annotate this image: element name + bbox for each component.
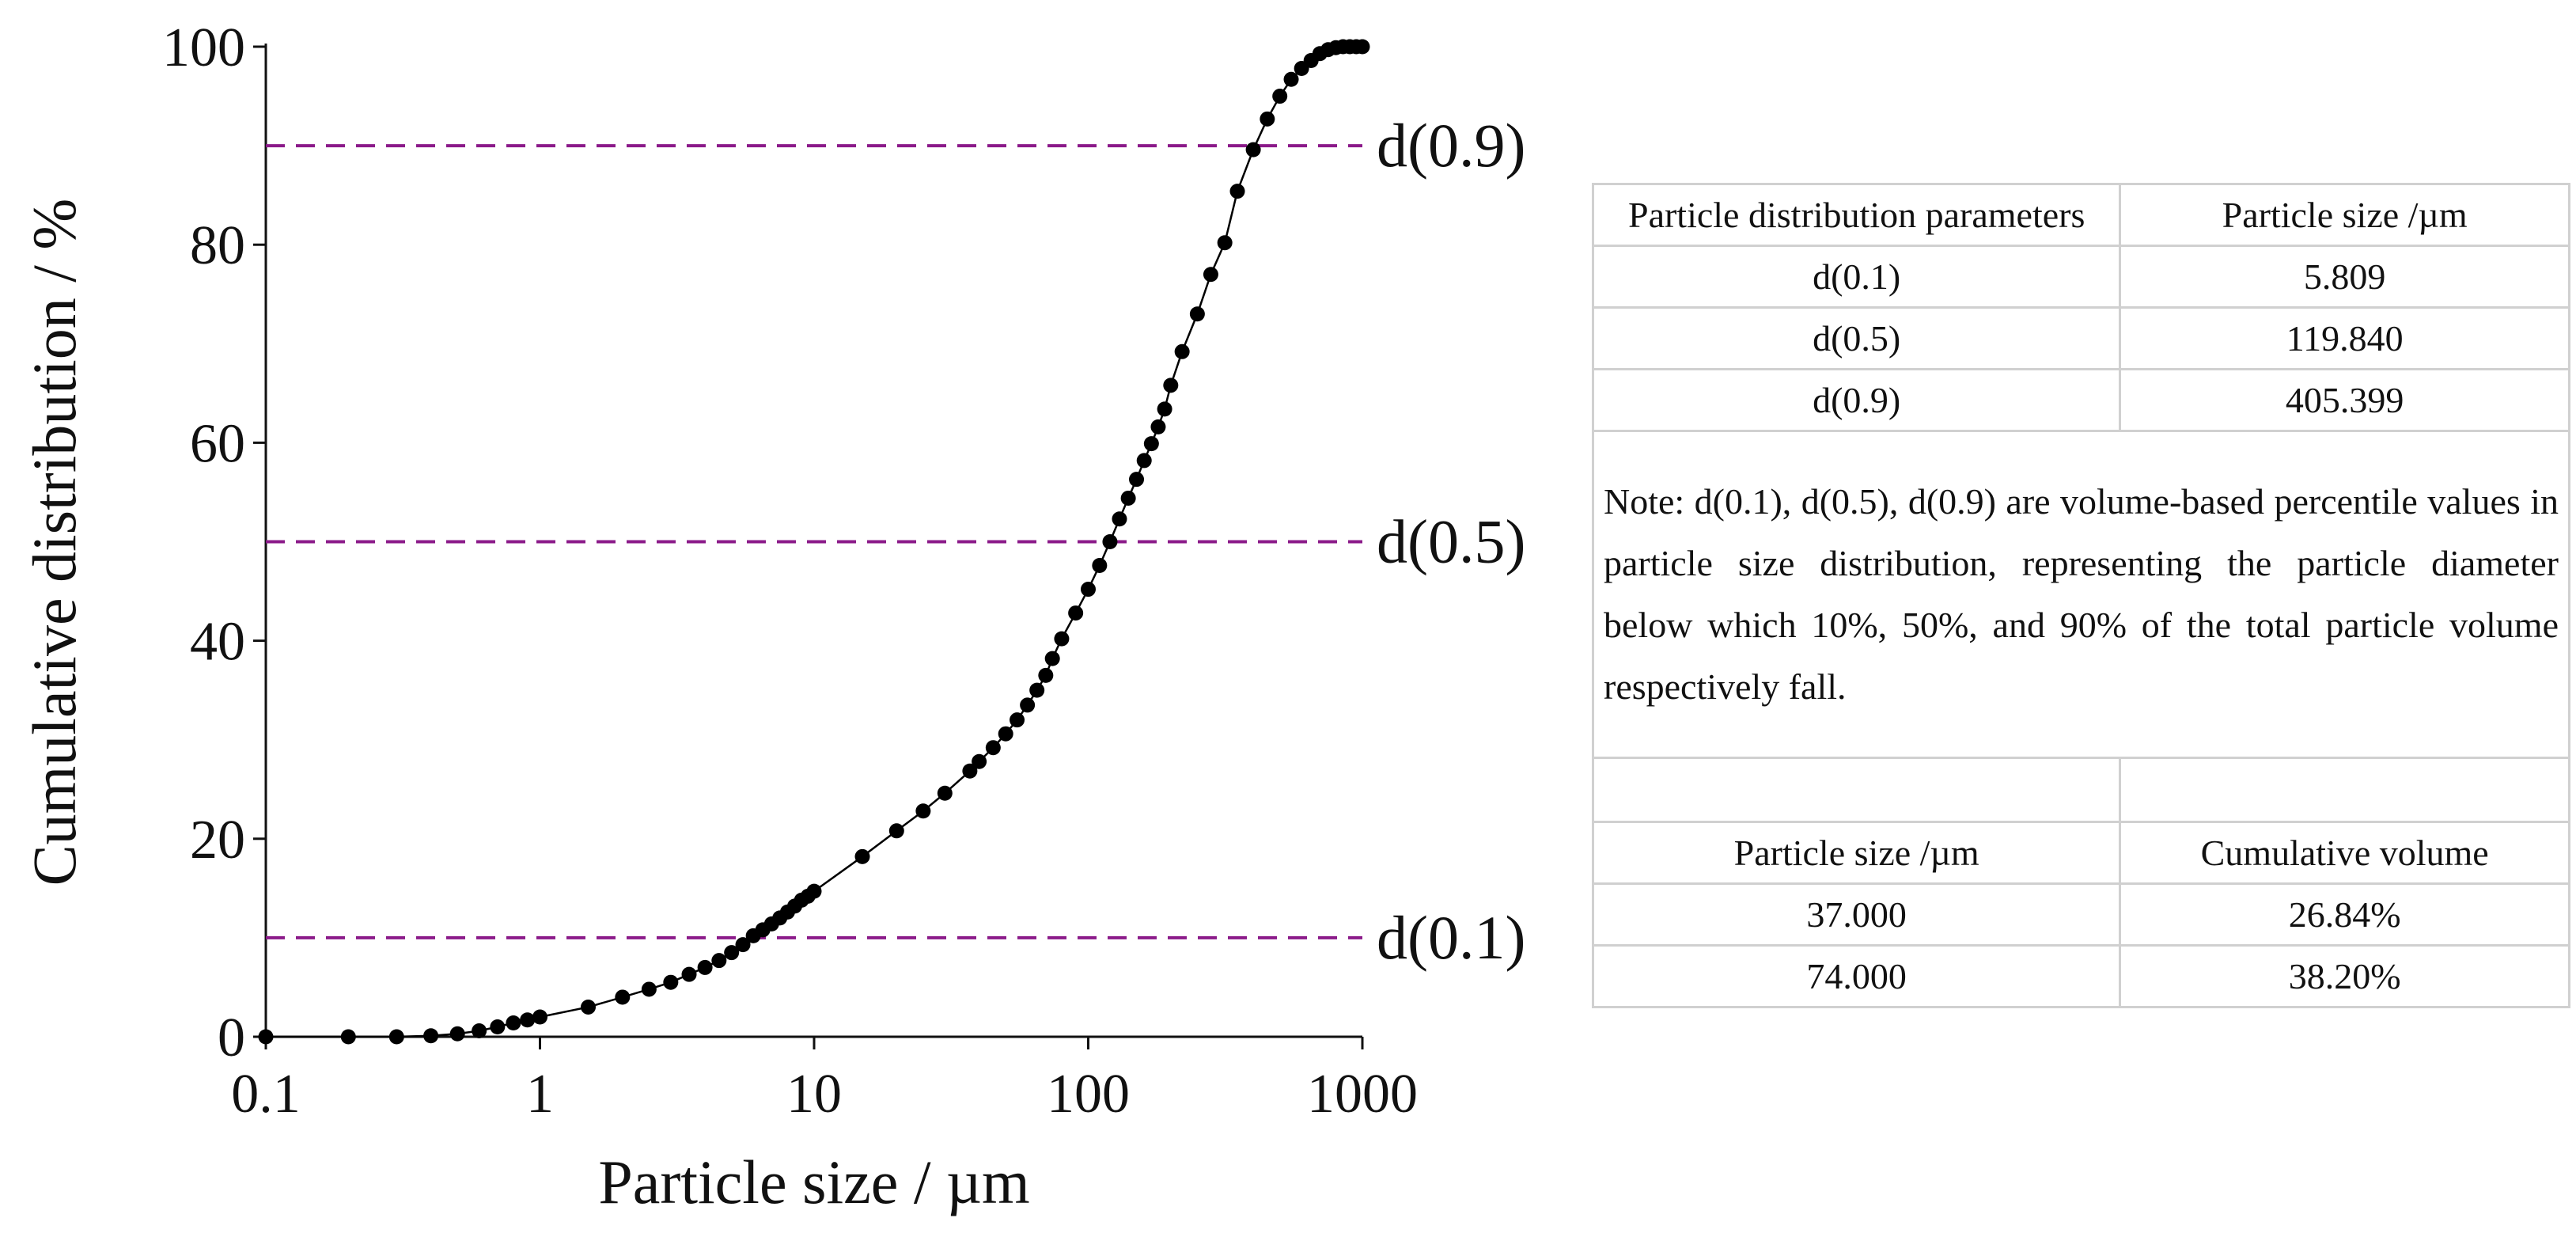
table-cell: 5.809 <box>2119 245 2570 309</box>
data-point <box>998 726 1013 742</box>
data-point <box>1029 682 1045 698</box>
table-cell: 26.84% <box>2119 882 2570 947</box>
data-point <box>1189 306 1205 322</box>
table-cell: 74.000 <box>1591 944 2122 1008</box>
data-point <box>937 785 953 801</box>
x-tick-label: 10 <box>786 1064 842 1125</box>
data-point <box>915 803 931 819</box>
table-header: Particle distribution parameters <box>1591 183 2122 247</box>
parameter-table: Particle distribution parameters Particle… <box>1591 183 2570 1008</box>
data-point <box>1143 436 1159 452</box>
data-point <box>1129 472 1145 488</box>
x-axis-title: Particle size / µm <box>598 1148 1029 1216</box>
data-point <box>711 953 727 969</box>
data-point <box>1150 419 1166 434</box>
data-point <box>615 989 631 1005</box>
data-point <box>581 999 597 1015</box>
data-point <box>520 1012 536 1028</box>
table-cell: d(0.1) <box>1591 245 2122 309</box>
data-point <box>490 1019 506 1034</box>
data-point <box>340 1029 356 1045</box>
table-cell: d(0.5) <box>1591 306 2122 370</box>
reference-label: d(0.9) <box>1377 111 1525 180</box>
table-header: Cumulative volume <box>2119 821 2570 885</box>
data-point <box>1229 184 1245 199</box>
data-point <box>1102 534 1118 549</box>
data-point <box>1092 558 1108 574</box>
table-cell: 38.20% <box>2119 944 2570 1008</box>
data-point <box>423 1028 439 1044</box>
data-point <box>1010 712 1025 728</box>
y-axis-title: Cumulative distribution / % <box>20 199 89 886</box>
data-point <box>1354 39 1370 55</box>
data-point <box>1157 401 1172 417</box>
data-point <box>1136 453 1152 469</box>
data-point <box>663 974 679 990</box>
data-point <box>258 1029 274 1045</box>
data-point <box>697 959 713 975</box>
x-tick-label: 0.1 <box>231 1064 301 1125</box>
chart: Particle size / µm Cumulative distributi… <box>20 17 1525 1216</box>
data-point <box>1260 111 1275 127</box>
table-cell: d(0.9) <box>1591 368 2122 432</box>
data-point <box>854 848 870 864</box>
data-point <box>506 1015 521 1030</box>
y-tick-label: 100 <box>162 17 245 78</box>
x-tick-label: 100 <box>1047 1064 1130 1125</box>
data-point <box>1081 582 1096 598</box>
data-point <box>1283 71 1299 87</box>
data-point <box>1068 605 1084 621</box>
data-point <box>888 823 904 839</box>
y-tick-label: 40 <box>190 612 245 673</box>
data-point <box>1038 667 1054 683</box>
data-point <box>1054 631 1070 647</box>
y-tick-label: 20 <box>190 810 245 871</box>
table-cell: 37.000 <box>1591 882 2122 947</box>
data-point <box>735 937 751 953</box>
table-header: Particle size /µm <box>1591 821 2122 885</box>
empty-cell <box>2119 757 2570 823</box>
reference-label: d(0.1) <box>1377 903 1525 972</box>
data-point <box>472 1023 487 1038</box>
data-point <box>1245 142 1261 157</box>
data-point <box>1020 697 1036 713</box>
y-tick-label: 0 <box>218 1007 245 1068</box>
data-point <box>806 883 822 899</box>
data-point <box>962 763 978 779</box>
data-point <box>449 1026 465 1042</box>
x-tick-label: 1000 <box>1307 1064 1418 1125</box>
data-point <box>1272 89 1288 104</box>
data-point <box>1203 267 1218 283</box>
data-point <box>724 945 740 961</box>
table-cell: 405.399 <box>2119 368 2570 432</box>
data-point <box>388 1029 404 1045</box>
data-point <box>985 740 1001 756</box>
data-point <box>1217 235 1233 251</box>
table-note: Note: d(0.1), d(0.5), d(0.9) are volume-… <box>1592 430 2570 759</box>
reference-label: d(0.5) <box>1377 507 1525 576</box>
y-tick-label: 60 <box>190 413 245 474</box>
data-point <box>681 966 697 982</box>
data-point <box>1044 651 1060 666</box>
data-point <box>532 1009 547 1025</box>
empty-cell <box>1591 757 2122 823</box>
data-point <box>1112 511 1127 527</box>
y-tick-label: 80 <box>190 215 245 276</box>
x-tick-label: 1 <box>526 1064 554 1125</box>
data-point <box>1163 378 1179 393</box>
data-point <box>1174 343 1190 359</box>
table-header: Particle size /µm <box>2119 183 2570 247</box>
table-cell: 119.840 <box>2119 306 2570 370</box>
data-point <box>972 753 987 769</box>
data-point <box>641 981 657 997</box>
data-point <box>1120 490 1136 506</box>
